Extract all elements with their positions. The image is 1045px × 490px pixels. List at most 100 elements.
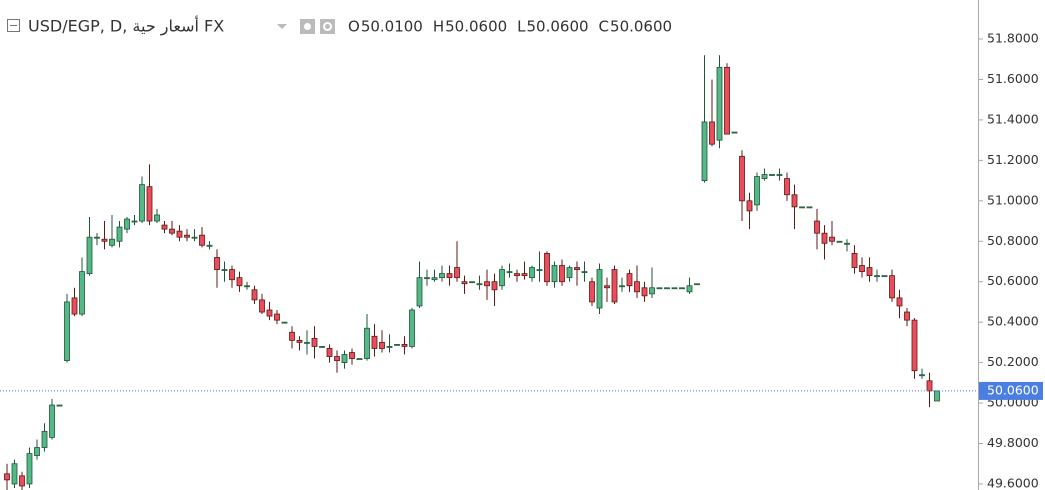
candle-body xyxy=(821,232,828,244)
y-tick-label: 49.8000 xyxy=(987,435,1039,450)
candle-body xyxy=(746,200,753,212)
candle-body xyxy=(79,271,85,315)
candle-body xyxy=(724,66,730,135)
y-tick-label: 51.8000 xyxy=(987,31,1039,46)
candle-body xyxy=(296,339,303,343)
candle-body xyxy=(649,287,655,295)
candle-body xyxy=(169,228,175,234)
candle-body xyxy=(41,430,48,448)
candle-body xyxy=(446,273,453,279)
collapse-icon[interactable] xyxy=(7,19,20,32)
last-price-box xyxy=(979,381,1043,400)
candle-body xyxy=(566,267,573,279)
candle-body xyxy=(829,236,835,242)
candle-body xyxy=(874,275,880,278)
candle-body xyxy=(559,265,565,283)
candle-body xyxy=(761,174,768,179)
candle-body xyxy=(184,234,190,238)
candle-body xyxy=(791,194,798,208)
candle-body xyxy=(926,380,933,392)
y-tick-label: 51.4000 xyxy=(987,111,1039,126)
candle-body xyxy=(101,238,108,242)
candle-body xyxy=(371,335,378,349)
candle-body xyxy=(49,404,55,438)
last-price-label: 50.0600 xyxy=(987,382,1039,397)
candle-body xyxy=(356,358,363,360)
candle-body xyxy=(161,224,168,230)
candle-body xyxy=(911,319,918,372)
candle-body xyxy=(431,277,438,281)
candle-body xyxy=(176,230,183,238)
candle-body xyxy=(664,287,670,290)
candle-body xyxy=(116,226,123,242)
ohlc-readout: O 50.0100 H 50.0600 L 50.0600 C 50.0600 xyxy=(348,18,672,36)
candle-body xyxy=(679,287,685,290)
candle-body xyxy=(671,287,678,290)
candle-body xyxy=(221,269,228,271)
candle-body xyxy=(754,176,760,206)
candle-body xyxy=(506,271,513,273)
settings-icon-dot[interactable] xyxy=(304,23,311,30)
candle-body xyxy=(574,267,580,270)
candle-body xyxy=(251,289,258,301)
candle-body xyxy=(124,218,130,230)
readout-key: L xyxy=(517,18,526,36)
candle-body xyxy=(544,252,550,283)
collapse-box[interactable] xyxy=(7,19,20,32)
candle-body xyxy=(491,281,498,291)
candle-body xyxy=(439,273,445,279)
candle-body xyxy=(469,281,475,284)
candle-body xyxy=(56,404,63,407)
candle-body xyxy=(4,473,10,481)
chart-title: USD/EGP, D, أسعار حية FX xyxy=(28,16,224,37)
readout-value: 50.0600 xyxy=(610,18,672,36)
y-tick-label: 50.6000 xyxy=(987,273,1039,288)
candle-body xyxy=(739,155,745,202)
candle-body xyxy=(259,299,265,313)
gear-icon[interactable] xyxy=(320,19,335,34)
readout-value: 50.0600 xyxy=(527,18,589,36)
candle-body xyxy=(799,206,805,209)
candle-body xyxy=(619,285,625,288)
candle-body xyxy=(11,463,18,485)
readout-key: O xyxy=(348,18,360,36)
candle-body xyxy=(394,343,400,346)
candle-body xyxy=(311,337,318,347)
readout-key: H xyxy=(433,18,444,36)
candle-body xyxy=(529,267,535,279)
candle-body xyxy=(409,309,415,347)
gear-icon-ring[interactable] xyxy=(323,22,332,31)
candle-body xyxy=(881,275,888,278)
candle-body xyxy=(139,184,145,222)
candle-body xyxy=(596,269,603,309)
candle-body xyxy=(281,321,288,324)
dropdown-arrow[interactable] xyxy=(277,24,287,29)
candle-body xyxy=(424,277,430,280)
readout-value: 50.0600 xyxy=(445,18,507,36)
candle-body xyxy=(611,269,618,303)
candle-body xyxy=(484,281,490,287)
y-tick-label: 50.2000 xyxy=(987,354,1039,369)
candle-body xyxy=(514,273,520,277)
candle-body xyxy=(859,265,865,272)
candle-body xyxy=(536,269,543,271)
y-tick-label: 50.8000 xyxy=(987,233,1039,248)
candle-body xyxy=(454,267,460,279)
candle-body xyxy=(304,341,310,344)
candle-body xyxy=(851,252,858,268)
candle-body xyxy=(364,327,370,359)
candle-body xyxy=(776,174,783,176)
candle-body xyxy=(94,236,100,239)
candle-body xyxy=(416,277,423,307)
candle-body xyxy=(34,447,40,457)
candle-body xyxy=(769,174,775,176)
candle-body xyxy=(461,281,468,285)
candle-body xyxy=(341,354,348,363)
candle-body xyxy=(349,352,355,359)
y-tick-label: 50.4000 xyxy=(987,314,1039,329)
candle-body xyxy=(131,220,138,223)
candle-body xyxy=(731,131,738,134)
candle-body xyxy=(379,341,385,349)
